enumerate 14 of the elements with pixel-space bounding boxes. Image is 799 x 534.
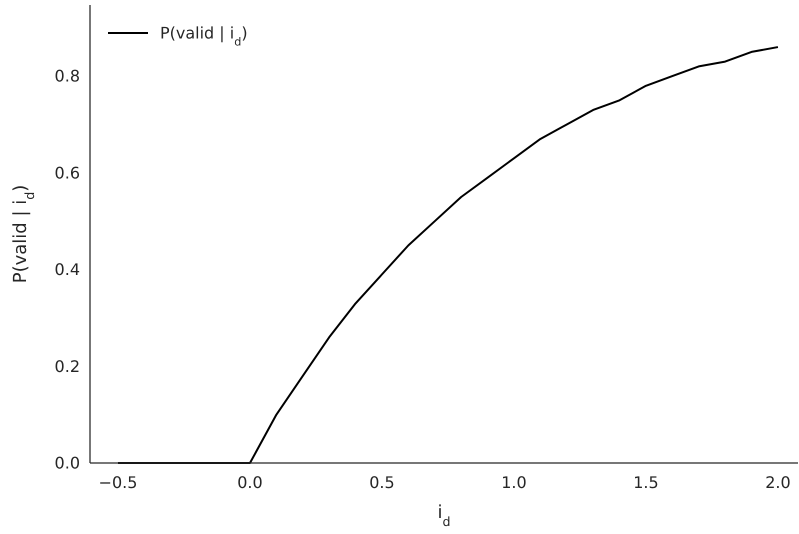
x-axis-title: i$_{d}$: [437, 502, 451, 528]
y-tick-label: 0.8: [54, 66, 80, 86]
y-tick-label: 0.0: [54, 454, 80, 473]
y-tick-label: 0.4: [54, 260, 80, 280]
line-series: [116, 46, 779, 464]
x-tick-label: 0.5: [369, 473, 395, 492]
x-tick-label: 1.0: [501, 473, 527, 492]
x-tick-label: 2.0: [765, 473, 791, 492]
x-tick-label: 1.5: [633, 473, 659, 492]
y-tick-label: 0.6: [54, 163, 80, 182]
x-tick-label: −0.5: [98, 473, 138, 492]
y-tick-label: 0.2: [54, 356, 80, 376]
x-tick-label: 0.0: [237, 473, 263, 492]
legend-label: P(valid | i$_{d}$): [160, 24, 248, 48]
